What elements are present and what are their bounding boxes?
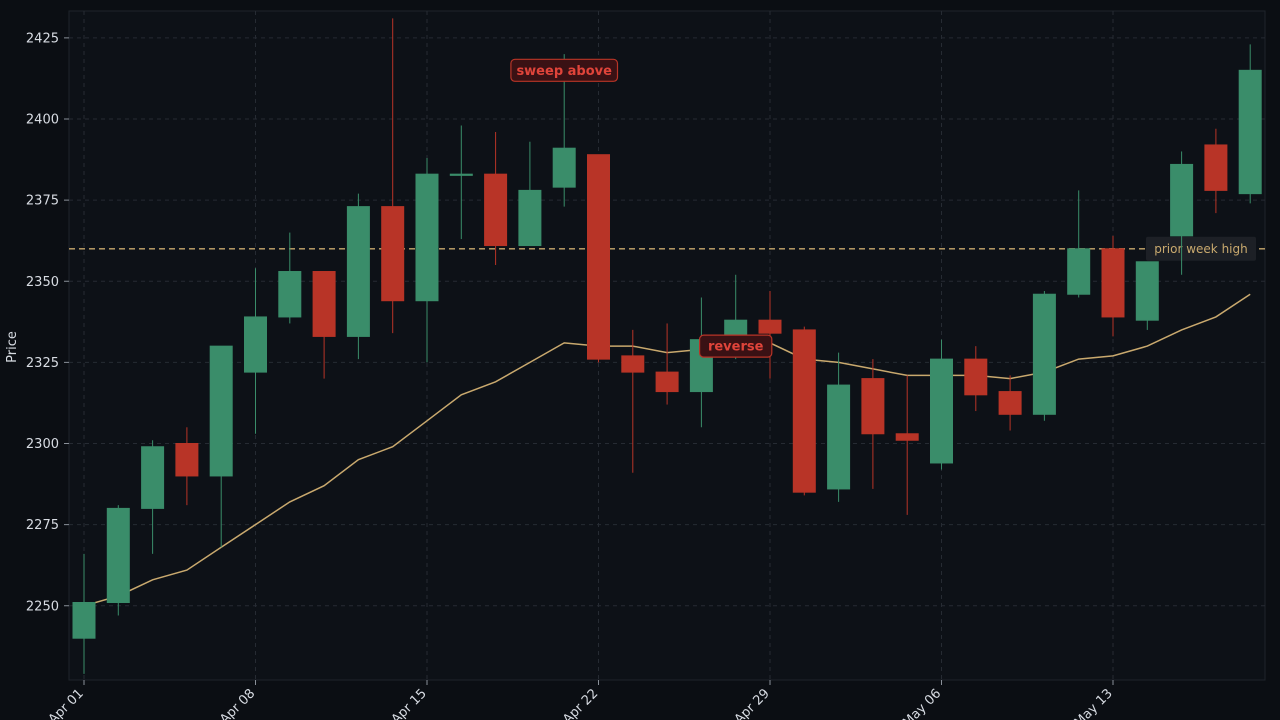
candle-body	[655, 371, 679, 393]
candle-body	[1101, 248, 1125, 318]
candle-body	[827, 384, 851, 490]
y-tick-label: 2350	[26, 275, 59, 290]
candle	[415, 157, 439, 363]
candle	[141, 440, 165, 554]
candle	[1238, 44, 1262, 204]
candle	[1170, 151, 1194, 275]
annotation-layer: sweep above reverse	[510, 58, 773, 358]
candle-body	[209, 345, 233, 477]
candle	[895, 375, 919, 515]
x-tick-label: Apr 15	[389, 686, 430, 720]
candle-body	[998, 391, 1022, 415]
level-label: prior week high	[1154, 242, 1247, 256]
candle-body	[621, 355, 645, 373]
candle-body	[930, 358, 953, 464]
candle	[1135, 261, 1159, 330]
x-tick-label: Apr 22	[560, 686, 601, 720]
candle	[312, 271, 336, 379]
candle-body	[1135, 261, 1159, 321]
candle	[998, 375, 1022, 431]
candle	[209, 345, 233, 548]
candle-body	[1204, 144, 1228, 191]
x-axis: Apr 01 Apr 08 Apr 15 Apr 22 Apr 29 May 06 May …	[46, 680, 1116, 720]
candle	[381, 18, 405, 334]
candle-body	[449, 173, 473, 176]
candle-layer	[72, 18, 1262, 674]
candle-body	[484, 173, 508, 247]
candle-body	[381, 206, 405, 302]
level-label-box	[1146, 236, 1256, 261]
candle	[518, 141, 542, 247]
y-tick-label: 2250	[26, 599, 59, 614]
candle	[72, 553, 96, 674]
candle	[930, 339, 953, 470]
candle-body	[141, 446, 165, 509]
candle-body	[106, 507, 130, 604]
candle-body	[1032, 293, 1056, 415]
x-tick-label: May 06	[900, 686, 944, 720]
candle	[655, 323, 679, 405]
x-tick-label: Apr 29	[732, 686, 773, 720]
y-tick-label: 2325	[26, 356, 59, 371]
candle-body	[312, 271, 336, 337]
candle	[278, 232, 302, 324]
candle-body	[758, 319, 782, 334]
candle-body	[964, 358, 988, 396]
x-tick-label: Apr 08	[217, 686, 258, 720]
candle	[792, 326, 816, 496]
candle	[1101, 235, 1125, 337]
candle-body	[587, 154, 610, 360]
candle-body	[346, 206, 370, 337]
candle-body	[1238, 69, 1262, 195]
annotation-box	[510, 58, 619, 82]
x-tick-label: Apr 01	[46, 686, 87, 720]
y-tick-label: 2425	[26, 31, 59, 46]
candle-body	[278, 271, 302, 318]
candle-body	[415, 173, 439, 302]
candle-body	[1067, 248, 1091, 295]
candle-body	[244, 316, 267, 373]
candle-body	[175, 443, 199, 477]
candle	[244, 268, 267, 434]
candle	[346, 193, 370, 360]
candle	[861, 359, 885, 489]
y-tick-label: 2375	[26, 194, 59, 209]
candle	[827, 352, 851, 502]
y-axis-title: Price	[5, 331, 20, 363]
y-tick-label: 2275	[26, 518, 59, 533]
candle	[964, 346, 988, 412]
candle	[587, 154, 610, 363]
level-layer: prior week high	[69, 236, 1265, 261]
candle	[449, 125, 473, 240]
candle-body	[72, 602, 96, 639]
candle	[758, 290, 782, 379]
candle	[1032, 290, 1056, 421]
annotation-label: reverse	[708, 340, 764, 355]
candle-body	[518, 189, 542, 247]
x-tick-label: May 13	[1072, 686, 1116, 720]
candle	[484, 131, 508, 266]
candle-body	[792, 329, 816, 493]
candle	[175, 427, 199, 506]
candle	[1067, 190, 1091, 298]
candle	[106, 505, 130, 616]
y-tick-label: 2400	[26, 113, 59, 128]
annotation-label: sweep above	[516, 64, 612, 79]
candle	[621, 329, 645, 473]
candle-body	[895, 433, 919, 441]
candle-body	[1170, 163, 1194, 237]
candle-body	[861, 378, 885, 435]
candle-body	[552, 147, 576, 188]
candle	[1204, 128, 1228, 214]
y-axis: 2250 2275 2300 2325 2350 2375 2400 2425	[26, 31, 69, 614]
y-tick-label: 2300	[26, 437, 59, 452]
annotation-box	[698, 334, 773, 358]
